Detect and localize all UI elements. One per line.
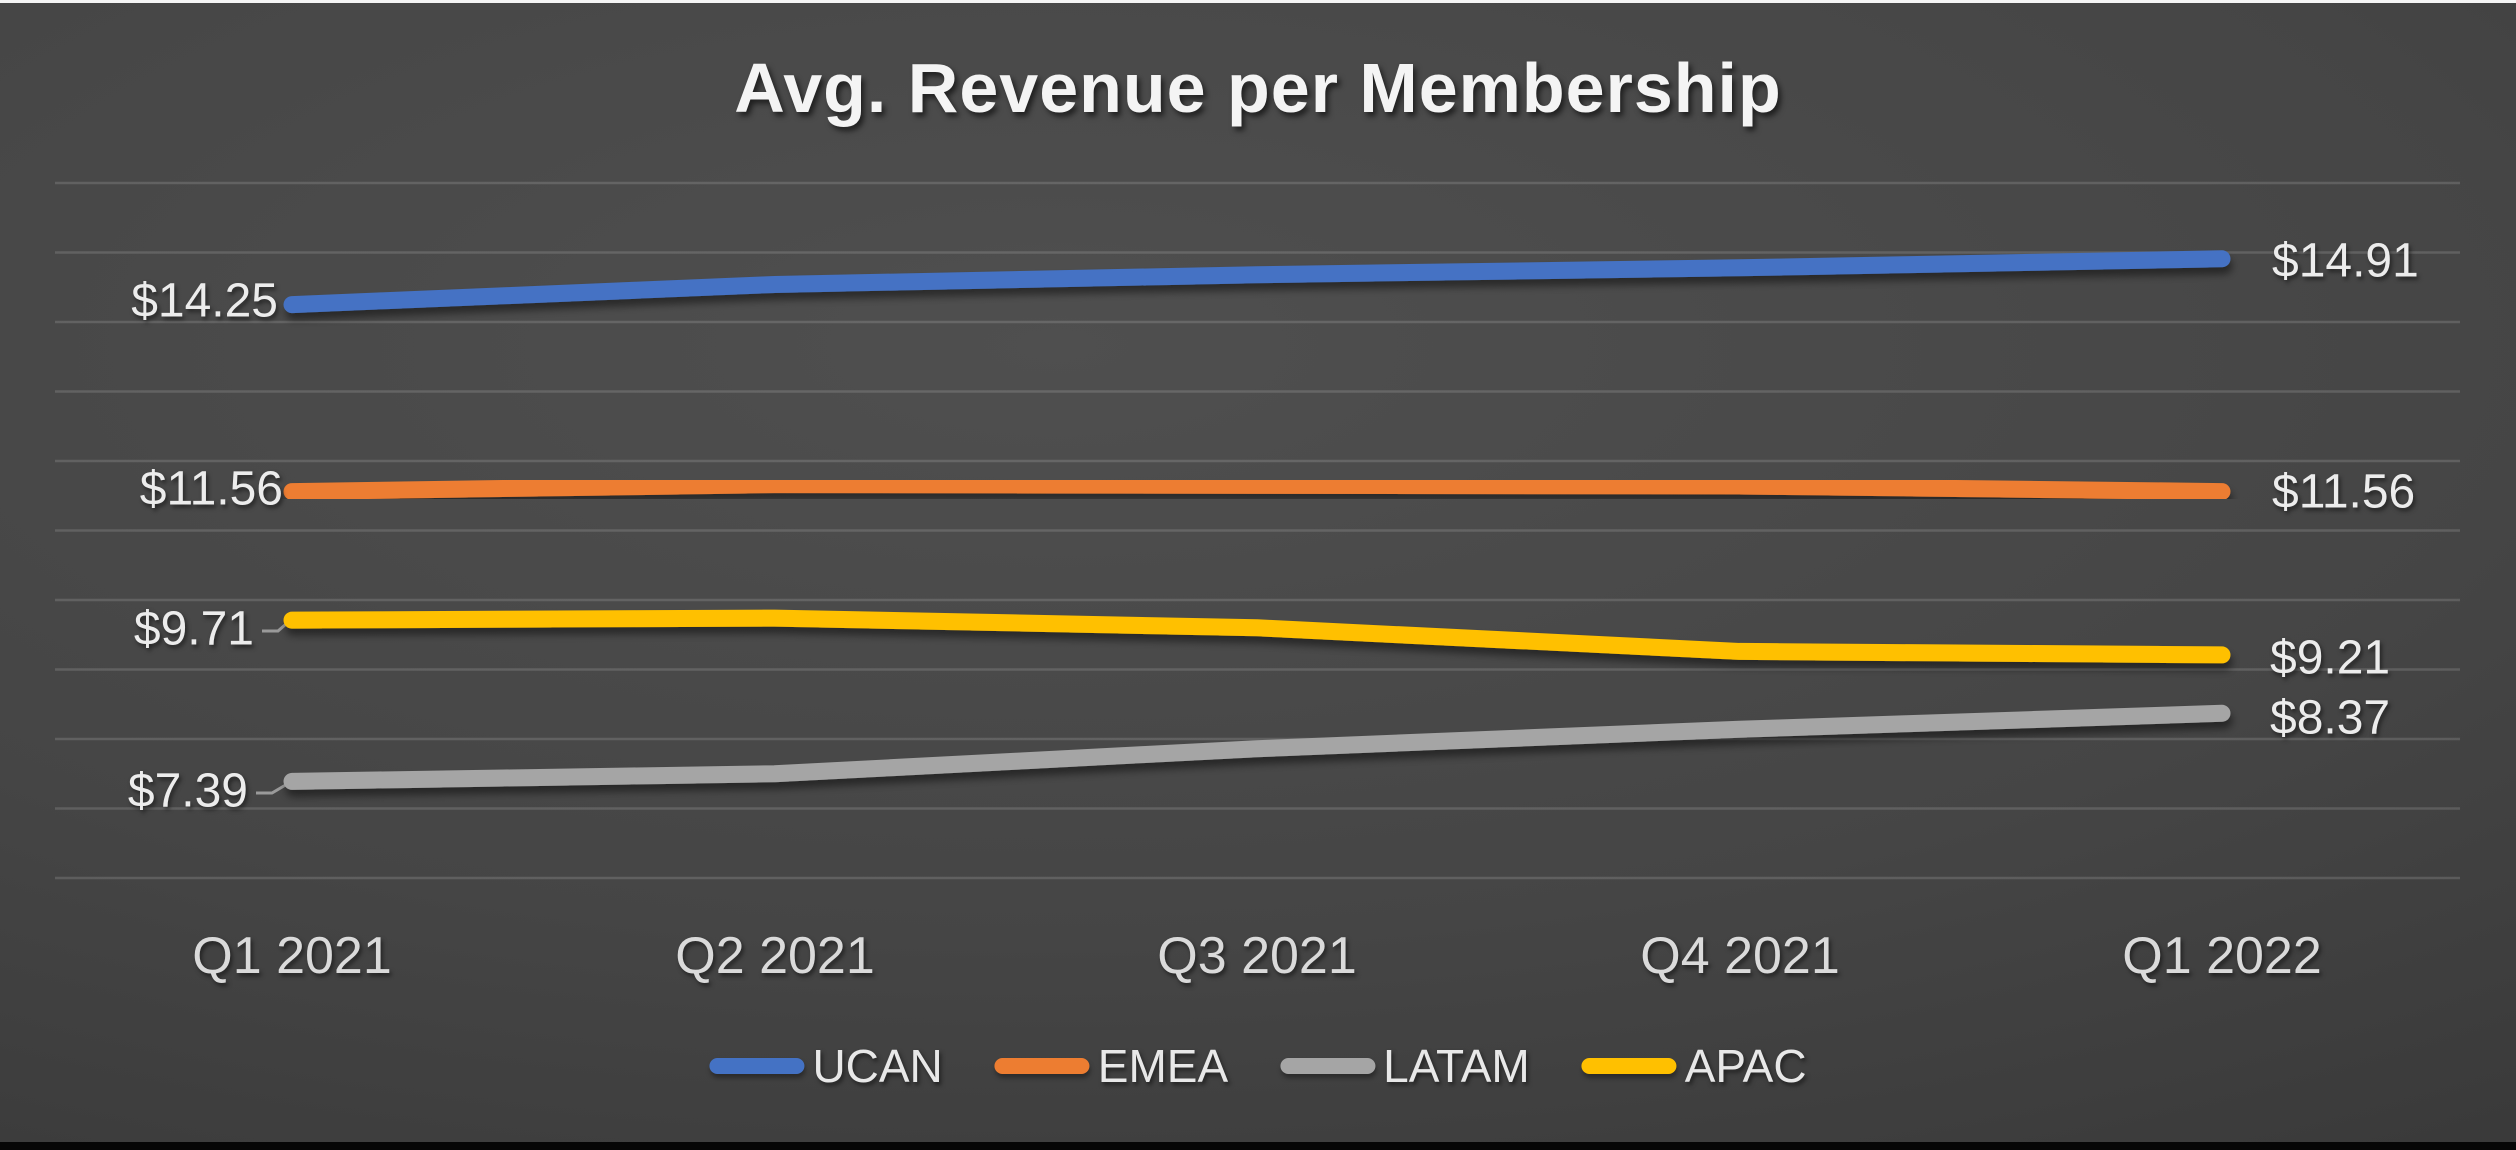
data-label-apac-start: $9.71 <box>133 602 254 656</box>
legend-item-ucan: UCAN <box>709 1039 943 1093</box>
data-label-latam-end: $8.37 <box>2270 691 2391 745</box>
x-axis-label-q1-2022: Q1 2022 <box>2122 927 2322 985</box>
x-axis-label-q2-2021: Q2 2021 <box>675 927 875 985</box>
legend-swatch-emea-icon <box>994 1058 1090 1074</box>
chart-legend: UCAN EMEA LATAM APAC <box>709 1039 1807 1093</box>
x-axis-label-q1-2021: Q1 2021 <box>192 927 392 985</box>
legend-label-latam: LATAM <box>1383 1040 1530 1092</box>
legend-swatch-ucan-icon <box>709 1058 805 1074</box>
data-label-emea-start: $11.56 <box>139 462 283 516</box>
legend-label-emea: EMEA <box>1097 1040 1229 1092</box>
legend-swatch-apac-icon <box>1581 1058 1677 1074</box>
legend-item-emea: EMEA <box>994 1039 1229 1093</box>
series-line-apac <box>283 609 2231 664</box>
legend-label-ucan: UCAN <box>812 1040 943 1092</box>
data-label-ucan-end: $14.91 <box>2272 234 2419 288</box>
series-line-ucan <box>283 250 2231 314</box>
data-label-apac-end: $9.21 <box>2270 631 2391 685</box>
legend-item-latam: LATAM <box>1280 1039 1530 1093</box>
x-axis-label-q3-2021: Q3 2021 <box>1157 927 1357 985</box>
slide-top-edge <box>0 0 2516 3</box>
series-line-emea <box>283 476 2231 501</box>
data-label-ucan-start: $14.25 <box>131 274 278 328</box>
data-label-latam-start: $7.39 <box>127 764 248 818</box>
x-axis-label-q4-2021: Q4 2021 <box>1640 927 1840 985</box>
legend-swatch-latam-icon <box>1280 1058 1376 1074</box>
data-label-emea-end: $11.56 <box>2272 465 2416 519</box>
letterbox-bottom <box>0 1142 2516 1150</box>
chart-title: Avg. Revenue per Membership <box>734 49 1782 127</box>
series-line-latam <box>283 704 2231 790</box>
legend-item-apac: APAC <box>1581 1039 1807 1093</box>
gridlines <box>55 181 2460 880</box>
legend-label-apac: APAC <box>1684 1040 1807 1092</box>
